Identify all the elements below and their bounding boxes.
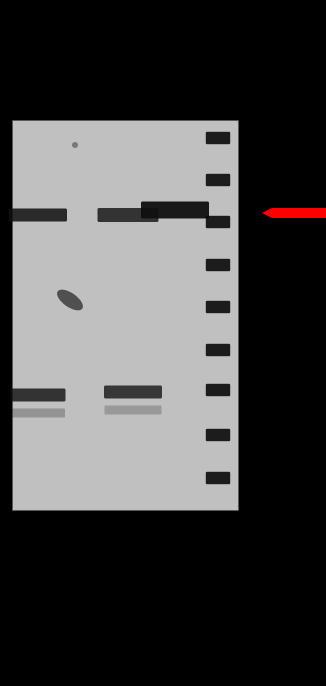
FancyBboxPatch shape <box>10 388 66 401</box>
FancyBboxPatch shape <box>141 202 209 219</box>
FancyBboxPatch shape <box>206 383 230 397</box>
FancyBboxPatch shape <box>105 405 161 414</box>
FancyBboxPatch shape <box>206 216 230 228</box>
FancyBboxPatch shape <box>206 132 230 144</box>
FancyBboxPatch shape <box>206 174 230 186</box>
FancyBboxPatch shape <box>206 259 230 271</box>
FancyBboxPatch shape <box>206 300 230 314</box>
FancyArrow shape <box>262 208 326 218</box>
FancyBboxPatch shape <box>206 344 230 356</box>
FancyBboxPatch shape <box>9 209 67 222</box>
FancyBboxPatch shape <box>11 408 65 418</box>
Ellipse shape <box>72 142 78 148</box>
Ellipse shape <box>57 289 83 310</box>
FancyBboxPatch shape <box>97 208 158 222</box>
FancyBboxPatch shape <box>104 386 162 399</box>
Bar <box>12 120 238 510</box>
FancyBboxPatch shape <box>206 472 230 484</box>
FancyBboxPatch shape <box>206 429 230 441</box>
